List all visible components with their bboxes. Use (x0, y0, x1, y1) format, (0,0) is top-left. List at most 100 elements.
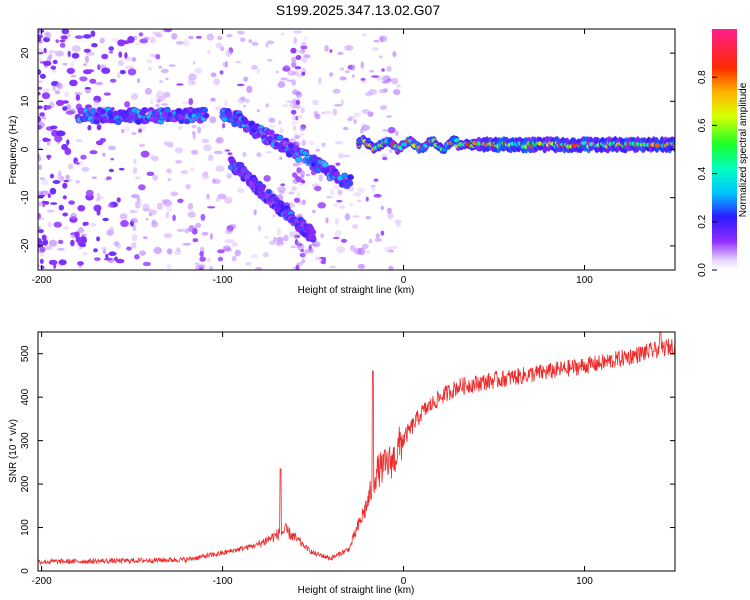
heatmap-cell (313, 110, 319, 117)
heatmap-cell (165, 77, 169, 81)
snr-x-label: Height of straight line (km) (298, 585, 415, 596)
snr-y-tick-label: 100 (20, 519, 31, 536)
heatmap-cell (48, 50, 57, 54)
heatmap-cell (357, 264, 366, 269)
heatmap-cell (71, 45, 81, 52)
heatmap-cell (83, 34, 92, 39)
colorbar-tick-label: 0.8 (697, 70, 708, 84)
heatmap-cell (242, 151, 247, 158)
heatmap-cell (39, 73, 46, 79)
heatmap-cell (361, 108, 370, 114)
heatmap-cell (58, 170, 62, 176)
heatmap-cell (280, 77, 289, 81)
heatmap-cell (291, 185, 297, 192)
heatmap-cell (257, 225, 262, 232)
heatmap-cell (166, 141, 174, 148)
heatmap-cell (250, 254, 259, 259)
colorbar-label: Normalized spectral amplitude (738, 82, 749, 217)
heatmap-cell (280, 32, 286, 37)
heatmap-cell (38, 121, 45, 129)
heatmap-cell (43, 60, 52, 67)
heatmap-cell (65, 110, 75, 115)
heatmap-cell (393, 89, 401, 96)
snr-y-ticks: 0 100 200 300 400 500 (20, 345, 675, 574)
heatmap-cell (292, 172, 298, 178)
heatmap-cell (58, 259, 67, 266)
heatmap-cell (295, 55, 302, 60)
heatmap-cell (182, 242, 192, 246)
heatmap-cell (138, 143, 146, 148)
heatmap-cell (110, 78, 117, 83)
heatmap-cell (94, 257, 101, 261)
heatmap-cell (101, 246, 108, 250)
heatmap-cell (110, 157, 114, 161)
heatmap-cell (38, 139, 41, 143)
heatmap-cell (231, 255, 237, 262)
heatmap-cell (386, 65, 392, 72)
heatmap-cell (371, 186, 376, 192)
heatmap-cell (160, 103, 169, 106)
heatmap-cell (322, 162, 328, 168)
heatmap-cell (454, 138, 460, 143)
heatmap-cell (295, 99, 300, 106)
heatmap-cell (163, 91, 171, 98)
heatmap-cell (146, 59, 153, 64)
heatmap-cell (159, 80, 164, 83)
heatmap-cell (163, 233, 173, 239)
heatmap-cell (108, 251, 117, 256)
heatmap-cell (82, 236, 87, 244)
heatmap-cell (299, 125, 306, 132)
heatmap-cell (295, 157, 302, 162)
snr-x-tick-label: 0 (401, 576, 407, 587)
heatmap-cell (340, 98, 344, 106)
heatmap-cell (166, 248, 173, 255)
heatmap-cell (156, 90, 165, 98)
heatmap-cell (290, 47, 297, 54)
heatmap-cell (38, 226, 41, 230)
heatmap-cell (135, 119, 142, 125)
heatmap-cell (276, 236, 284, 244)
heatmap-cell (301, 252, 306, 259)
heatmap-cell (138, 184, 146, 191)
heatmap-cell (222, 116, 228, 122)
heatmap-cell (126, 246, 132, 251)
heatmap-cell (277, 186, 286, 193)
heatmap-cell (387, 207, 392, 214)
heatmap-cell (160, 68, 169, 74)
heatmap-cell (361, 243, 369, 250)
heatmap-cell (338, 205, 345, 209)
heatmap-cell (151, 219, 156, 225)
heatmap-cell (321, 142, 326, 147)
spectrogram-x-label: Height of straight line (km) (298, 285, 415, 296)
heatmap-cell (201, 174, 210, 180)
heatmap-cell (38, 143, 41, 146)
heatmap-cell (333, 104, 343, 107)
heatmap-cell (332, 88, 341, 94)
colorbar-ticks: 0.0 0.2 0.4 0.6 0.8 (697, 70, 717, 277)
heatmap-cell (91, 176, 98, 180)
heatmap-cell (90, 223, 97, 227)
heatmap-cell (231, 121, 238, 127)
heatmap-cell (256, 152, 262, 158)
heatmap-cell (288, 191, 295, 195)
heatmap-cell (49, 173, 55, 179)
heatmap-cell (203, 113, 209, 118)
heatmap-cell (38, 263, 41, 268)
heatmap-cell (294, 197, 301, 203)
heatmap-cell (222, 245, 231, 251)
heatmap-cell (143, 36, 150, 41)
heatmap-cell (373, 193, 382, 198)
heatmap-cell (209, 97, 217, 102)
heatmap-cell (134, 253, 140, 260)
heatmap-cell (225, 229, 233, 235)
heatmap-cell (194, 67, 203, 74)
heatmap-cell (87, 125, 92, 131)
heatmap-cell (116, 197, 121, 203)
snr-y-tick-label: 400 (20, 388, 31, 405)
heatmap-cell (45, 138, 51, 142)
heatmap-cell (352, 224, 358, 230)
heatmap-cell (338, 152, 344, 159)
heatmap-cell (70, 74, 77, 78)
heatmap-cell (275, 70, 279, 74)
heatmap-cell (48, 239, 58, 247)
